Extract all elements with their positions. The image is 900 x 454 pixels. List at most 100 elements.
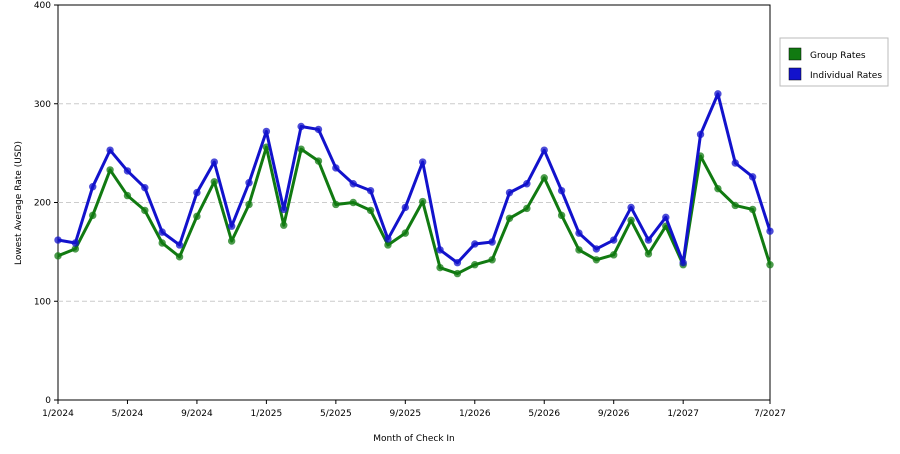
data-point (696, 130, 705, 139)
x-tick-label: 1/2024 (42, 409, 74, 419)
data-point (89, 183, 97, 191)
data-point (418, 158, 427, 166)
data-point (748, 205, 757, 214)
legend-swatch (788, 47, 802, 61)
data-point (453, 259, 462, 267)
data-point (349, 198, 357, 207)
x-tick-label: 1/2026 (459, 409, 491, 419)
legend-label: Group Rates (810, 51, 866, 61)
data-point (106, 166, 114, 174)
data-point (627, 203, 635, 212)
data-point (297, 145, 305, 153)
data-point (349, 180, 357, 188)
data-point (54, 236, 62, 244)
data-point (332, 200, 340, 209)
data-point (332, 164, 340, 172)
data-point (384, 235, 392, 243)
data-point (627, 216, 635, 224)
data-point (731, 201, 739, 210)
data-point (123, 167, 132, 175)
data-point (141, 183, 149, 192)
data-point (280, 205, 288, 214)
data-point (592, 245, 601, 253)
data-point (523, 204, 531, 213)
data-point (193, 188, 201, 197)
data-point (679, 259, 687, 267)
x-tick-label: 5/2025 (320, 409, 352, 419)
x-tick-label: 1/2025 (251, 409, 283, 419)
data-point (106, 146, 114, 154)
data-point (610, 251, 618, 259)
data-point (366, 186, 375, 195)
data-point (540, 146, 548, 154)
data-point (471, 240, 479, 248)
data-point (610, 236, 618, 244)
x-tick-label: 5/2024 (112, 409, 144, 419)
data-point (644, 236, 653, 244)
data-point (71, 239, 80, 247)
y-tick-label: 300 (34, 100, 51, 110)
data-point (89, 211, 97, 220)
x-tick-label: 1/2027 (667, 409, 699, 419)
data-point (210, 178, 218, 186)
data-point (662, 213, 670, 222)
legend-swatch (788, 67, 802, 81)
data-point (575, 229, 583, 237)
data-point (644, 250, 653, 258)
data-point (193, 212, 201, 221)
data-point (505, 214, 514, 223)
data-point (141, 206, 149, 215)
y-axis-label: Lowest Average Rate (USD) (14, 141, 24, 265)
data-point (401, 203, 410, 212)
data-point (227, 237, 236, 245)
data-point (714, 184, 722, 193)
data-point (592, 256, 601, 264)
data-point (418, 197, 427, 206)
data-point (766, 261, 774, 269)
x-tick-label: 9/2025 (389, 409, 421, 419)
x-tick-label: 7/2027 (754, 409, 786, 419)
data-point (731, 159, 739, 167)
data-point (436, 246, 444, 254)
y-tick-label: 400 (34, 1, 51, 11)
data-point (540, 174, 548, 182)
data-point (575, 246, 583, 254)
data-point (54, 252, 62, 260)
x-tick-label: 9/2024 (181, 409, 213, 419)
data-point (471, 261, 479, 269)
data-point (714, 90, 722, 98)
x-axis-label: Month of Check In (373, 434, 455, 444)
data-point (123, 191, 132, 200)
data-point (453, 269, 462, 278)
data-point (314, 157, 323, 165)
y-tick-label: 100 (34, 297, 51, 307)
data-point (505, 188, 514, 197)
x-tick-label: 9/2026 (598, 409, 630, 419)
data-point (557, 186, 566, 195)
data-point (748, 173, 757, 181)
data-point (227, 222, 236, 230)
data-point (488, 238, 496, 246)
y-tick-label: 200 (34, 199, 51, 209)
x-tick-label: 5/2026 (528, 409, 560, 419)
data-point (366, 206, 375, 215)
data-point (557, 211, 566, 220)
data-point (158, 228, 166, 236)
y-tick-label: 0 (45, 396, 51, 406)
data-point (436, 263, 444, 272)
data-point (488, 256, 496, 264)
data-point (766, 227, 774, 235)
legend-label: Individual Rates (810, 71, 882, 81)
data-point (175, 241, 184, 249)
data-point (280, 221, 288, 229)
data-point (314, 125, 323, 134)
data-point (175, 253, 184, 261)
data-point (401, 229, 410, 237)
data-point (245, 200, 253, 209)
data-point (523, 180, 531, 188)
data-point (245, 179, 253, 187)
data-point (210, 158, 218, 166)
data-point (262, 127, 271, 136)
